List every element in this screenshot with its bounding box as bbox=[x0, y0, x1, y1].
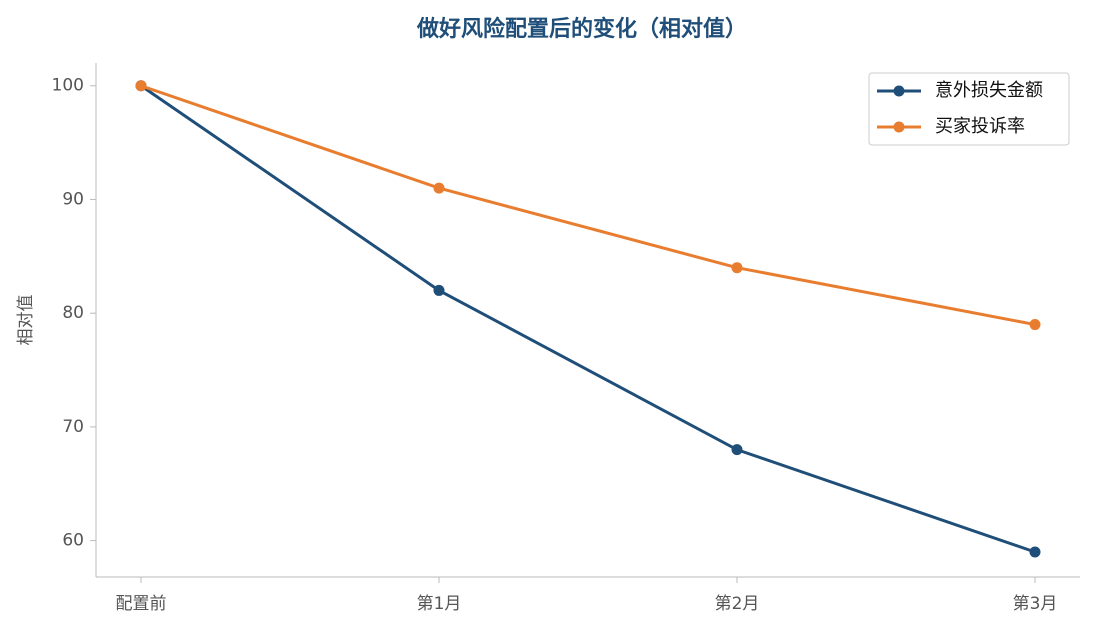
x-tick-label: 第1月 bbox=[417, 594, 462, 614]
series-line bbox=[140, 84, 1036, 554]
point bbox=[731, 444, 743, 456]
y-tick-label: 90 bbox=[62, 189, 84, 209]
chart-title: 做好风险配置后的变化（相对值） bbox=[416, 16, 747, 42]
legend-marker bbox=[893, 85, 905, 97]
point bbox=[731, 262, 743, 274]
y-tick-label: 60 bbox=[62, 531, 84, 551]
legend-label: 买家投诉率 bbox=[935, 116, 1025, 137]
y-tick-label: 70 bbox=[62, 417, 84, 437]
point bbox=[433, 284, 445, 296]
x-tick-label: 配置前 bbox=[116, 594, 167, 614]
point bbox=[1029, 319, 1041, 331]
x-tick-label: 第3月 bbox=[1013, 594, 1058, 614]
point bbox=[1029, 546, 1041, 558]
legend-marker bbox=[893, 121, 905, 133]
point bbox=[433, 182, 445, 194]
legend-label: 意外损失金额 bbox=[935, 80, 1043, 101]
point bbox=[135, 80, 147, 92]
y-tick-label: 80 bbox=[62, 303, 84, 323]
y-axis-label: 相对值 bbox=[16, 295, 36, 346]
x-tick-label: 第2月 bbox=[715, 594, 760, 614]
y-tick-label: 100 bbox=[52, 76, 84, 96]
series-line bbox=[140, 84, 1036, 327]
